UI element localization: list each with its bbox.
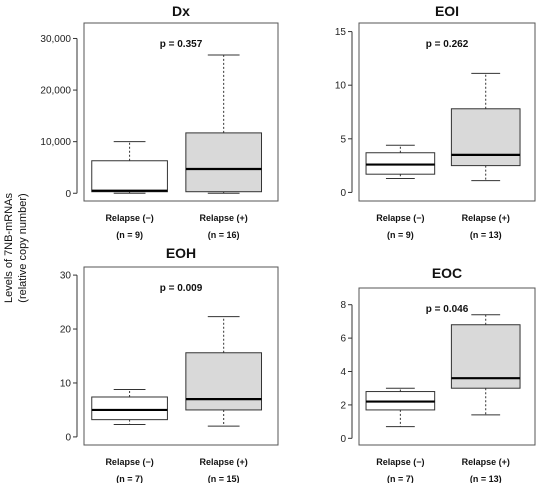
y-tick-label: 2 <box>340 400 346 411</box>
y-tick-label: 10,000 <box>40 137 71 148</box>
iqr-box <box>450 108 521 167</box>
y-tick-label: 20,000 <box>40 86 71 97</box>
box-relapse-negative <box>91 388 168 426</box>
plot-frame <box>358 22 536 202</box>
sample-size-label: (n = 16) <box>208 230 240 240</box>
y-tick-label: 30,000 <box>40 34 71 45</box>
y-tick-label: 8 <box>340 300 346 311</box>
category-label: Relapse (+) <box>462 213 510 223</box>
box-relapse-negative <box>365 144 436 179</box>
iqr-box <box>91 160 168 193</box>
sample-size-label: (n = 7) <box>116 474 143 483</box>
sample-size-label: (n = 13) <box>470 230 502 240</box>
sample-size-label: (n = 9) <box>116 230 143 240</box>
category-label: Relapse (+) <box>200 213 248 223</box>
y-tick-label: 6 <box>340 334 346 345</box>
plot-frame <box>358 287 536 446</box>
category-label: Relapse (−) <box>376 457 424 467</box>
panel-eoh: EOH p = 0.009 0 10 20 30 Relapse (−) (n = 7) Rel… <box>60 245 279 483</box>
box-relapse-positive <box>185 316 263 427</box>
y-tick-label: 4 <box>340 367 346 378</box>
sample-size-label: (n = 7) <box>387 474 414 483</box>
y-tick-label: 0 <box>340 188 346 199</box>
y-tick-label: 0 <box>65 189 71 200</box>
y-tick-label: 10 <box>60 378 72 389</box>
p-value-label: p = 0.262 <box>426 39 469 50</box>
y-axis-label-line1: Levels of 7NB-mRNAs <box>3 192 15 303</box>
category-label: Relapse (+) <box>200 457 248 467</box>
y-tick-label: 0 <box>340 434 346 445</box>
panel-title: Dx <box>172 3 190 19</box>
box-relapse-positive <box>185 54 263 194</box>
panel-eoc: EOC p = 0.046 0 2 4 6 8 Relapse (−) (n = 7) Relap… <box>340 265 536 483</box>
y-tick-label: 15 <box>335 27 347 38</box>
y-tick-label: 10 <box>335 81 347 92</box>
plot-frame <box>83 266 279 446</box>
panel-title: EOC <box>432 265 462 281</box>
sample-size-label: (n = 9) <box>387 230 414 240</box>
box-relapse-negative <box>365 387 436 428</box>
p-value-label: p = 0.357 <box>160 39 203 50</box>
panel-title: EOH <box>166 245 196 261</box>
category-label: Relapse (−) <box>105 457 153 467</box>
y-tick-label: 0 <box>65 432 71 443</box>
p-value-label: p = 0.046 <box>426 304 469 315</box>
category-label: Relapse (−) <box>105 213 153 223</box>
box-relapse-positive <box>450 314 521 416</box>
box-relapse-positive <box>450 72 521 182</box>
iqr-box <box>91 396 168 421</box>
box-relapse-negative <box>91 141 168 194</box>
panel-title: EOI <box>435 3 459 19</box>
p-value-label: p = 0.009 <box>160 283 203 294</box>
panel-eoi: EOI p = 0.262 0 5 10 15 Relapse (−) (n = 9) Rela… <box>335 3 536 240</box>
sample-size-label: (n = 15) <box>208 474 240 483</box>
y-tick-label: 5 <box>340 134 346 145</box>
y-axis-label-line2: (relative copy number) <box>17 193 29 302</box>
panel-dx: Dx p = 0.357 0 10,000 20,000 30,000 Relapse (−… <box>40 3 279 240</box>
sample-size-label: (n = 13) <box>470 474 502 483</box>
y-tick-label: 30 <box>60 271 72 282</box>
plot-frame <box>83 22 279 202</box>
iqr-box <box>185 132 263 193</box>
iqr-box <box>185 352 263 411</box>
category-label: Relapse (−) <box>376 213 424 223</box>
y-tick-label: 20 <box>60 325 72 336</box>
category-label: Relapse (+) <box>462 457 510 467</box>
